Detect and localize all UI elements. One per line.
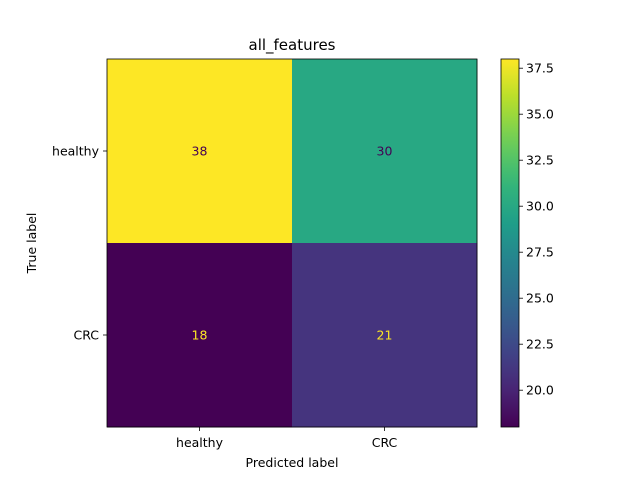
y-axis-ticks: healthy CRC bbox=[52, 144, 107, 343]
colorbar bbox=[500, 58, 520, 428]
heatmap-cells bbox=[107, 59, 478, 428]
cell-value-label: 18 bbox=[192, 328, 208, 343]
colorbar-tick-label: 22.5 bbox=[526, 337, 554, 352]
colorbar-tick-label: 25.0 bbox=[526, 291, 554, 306]
y-axis-label: True label bbox=[24, 213, 39, 275]
heatmap-cell-labels: 38 30 18 21 bbox=[192, 144, 393, 343]
x-axis-ticks: healthy CRC bbox=[176, 427, 398, 450]
cell-value-label: 21 bbox=[377, 328, 393, 343]
heatmap-cell bbox=[107, 243, 293, 428]
x-tick-label: healthy bbox=[176, 435, 224, 450]
colorbar-tick-label: 27.5 bbox=[526, 245, 554, 260]
colorbar-tick-label: 32.5 bbox=[526, 153, 554, 168]
colorbar-tick-label: 20.0 bbox=[526, 383, 554, 398]
y-tick-label: CRC bbox=[73, 328, 99, 343]
colorbar-ticks: 20.0 22.5 25.0 27.5 30.0 32.5 35.0 37.5 bbox=[519, 61, 554, 398]
colorbar-tick-label: 30.0 bbox=[526, 199, 554, 214]
colorbar-tick-label: 35.0 bbox=[526, 107, 554, 122]
cell-value-label: 30 bbox=[377, 144, 393, 159]
cell-value-label: 38 bbox=[192, 144, 208, 159]
x-tick-label: CRC bbox=[372, 435, 398, 450]
heatmap-cell bbox=[292, 59, 478, 244]
x-axis-label: Predicted label bbox=[246, 455, 339, 470]
colorbar-tick-label: 37.5 bbox=[526, 61, 554, 76]
plot-frame bbox=[106, 58, 478, 428]
y-tick-label: healthy bbox=[52, 144, 100, 159]
chart-title: all_features bbox=[249, 36, 336, 55]
heatmap-cell bbox=[107, 59, 293, 244]
heatmap-cell bbox=[292, 243, 478, 428]
